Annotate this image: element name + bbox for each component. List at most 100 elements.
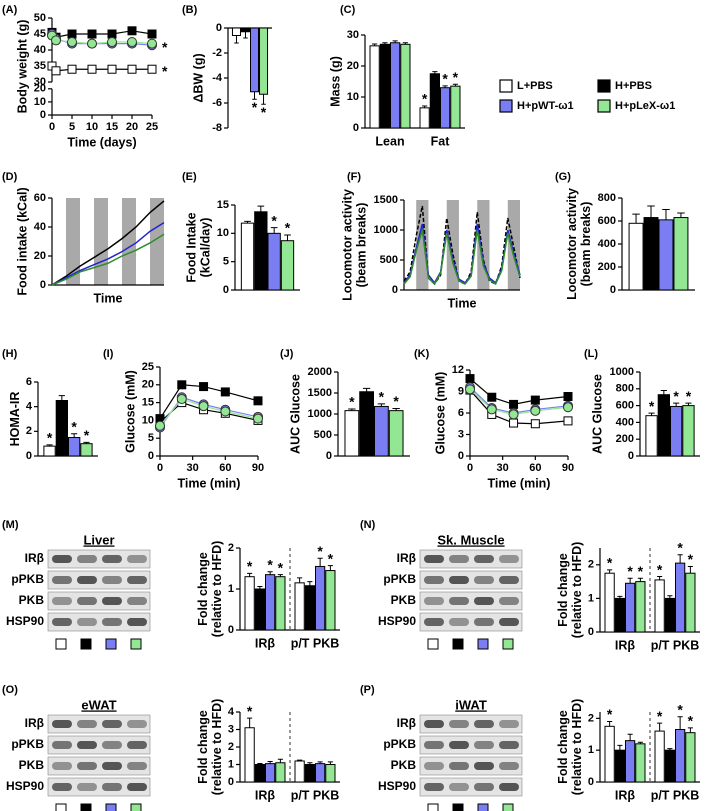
blot-band	[424, 741, 444, 749]
x-tick-label: 0	[49, 121, 55, 133]
blot-row-label: pPKB	[383, 572, 416, 586]
series-line	[51, 200, 165, 286]
marker	[486, 404, 497, 415]
error-bar	[687, 565, 693, 574]
bar	[240, 27, 250, 33]
blot-band	[102, 783, 122, 791]
lane-key	[502, 803, 514, 811]
blot-band	[52, 762, 72, 770]
blot-band	[127, 720, 147, 728]
y-tick-label: 0	[40, 109, 46, 121]
error-bar	[257, 586, 263, 589]
blot-band	[499, 576, 519, 584]
bar	[675, 729, 686, 783]
bar	[670, 405, 683, 457]
significance: *	[393, 393, 399, 409]
bar	[685, 732, 696, 783]
y-tick-label: 10	[142, 414, 154, 426]
bar	[267, 232, 281, 291]
error-bar	[362, 387, 371, 392]
bar	[657, 394, 671, 457]
error-bar	[442, 85, 448, 88]
blot-strip	[47, 777, 151, 797]
panel-label: (G)	[555, 171, 571, 183]
blot-band	[424, 720, 444, 728]
legend-label: H+PBS	[615, 80, 652, 92]
panel-label: (H)	[2, 348, 18, 360]
blot-band	[52, 576, 72, 584]
blot-band	[127, 783, 147, 791]
panel-label: (B)	[182, 4, 198, 16]
blot-row-label: PKB	[19, 758, 45, 772]
y-axis-label: ΔBW (g)	[191, 53, 205, 102]
bar	[654, 579, 665, 633]
y-tick-label: 40	[34, 221, 46, 233]
bar	[265, 574, 276, 631]
significance: *	[271, 212, 277, 228]
y-axis-label: Fold change	[556, 710, 570, 784]
y-axis-label: (beam breaks)	[579, 202, 593, 287]
y-tick-label: 800	[616, 383, 634, 395]
error-bar	[307, 762, 313, 765]
error-bar	[657, 722, 663, 732]
blot-strip	[419, 549, 523, 569]
blot-band	[102, 741, 122, 749]
error-bar	[687, 727, 693, 733]
marker	[530, 405, 541, 416]
blot-row-label: PKB	[19, 593, 45, 607]
error-bar	[382, 42, 388, 45]
error-bar	[327, 761, 333, 765]
error-bar	[46, 444, 53, 447]
blot-band	[127, 762, 147, 770]
y-tick-label: 60	[34, 192, 46, 204]
series-line	[51, 30, 153, 38]
blot-row-label: HSP90	[378, 779, 416, 793]
category-label: Lean	[375, 134, 404, 148]
bar	[675, 562, 686, 633]
x-tick-label: 25	[146, 121, 158, 133]
blot-row-label: PKB	[391, 758, 417, 772]
error-bar	[372, 43, 378, 46]
error-bar	[348, 408, 356, 411]
category-label: p/T PKB	[291, 788, 340, 802]
y-tick-label: 20	[34, 83, 46, 95]
y-tick-label: 0	[216, 22, 222, 34]
x-tick-label: 60	[529, 462, 541, 474]
blot-strip	[419, 612, 523, 632]
error-bar	[677, 212, 685, 218]
bar	[604, 725, 615, 783]
blot-band	[52, 783, 72, 791]
y-tick-label: 200	[598, 261, 616, 273]
error-bar	[58, 395, 65, 401]
blot-strip	[419, 570, 523, 590]
blot-band	[449, 555, 469, 563]
y-tick-label: 12	[452, 364, 464, 376]
marker	[67, 64, 77, 74]
marker	[87, 29, 97, 39]
bar	[429, 73, 440, 129]
y-tick-label: 0	[392, 284, 398, 296]
blot-band	[102, 555, 122, 563]
blot-row-label: IRβ	[25, 716, 44, 730]
bar	[664, 749, 675, 783]
panel-label: (F)	[347, 171, 361, 183]
y-tick-label: 20	[142, 379, 154, 391]
y-axis-label: Food Intake	[184, 212, 198, 282]
bar	[304, 585, 315, 631]
bar	[388, 410, 404, 457]
blot-band	[474, 741, 494, 749]
error-bar	[317, 761, 323, 764]
blot-row-label: IRβ	[397, 551, 416, 565]
blot-band	[499, 555, 519, 563]
y-tick-label: 10	[217, 227, 229, 239]
bar	[374, 405, 389, 457]
bar	[643, 217, 659, 291]
error-bar	[607, 569, 613, 574]
marker	[147, 38, 157, 49]
blot-band	[449, 597, 469, 605]
significance: *	[627, 563, 633, 579]
dark-phase	[477, 200, 490, 290]
marker	[147, 29, 157, 39]
blot-strip	[47, 735, 151, 755]
blot-band	[424, 555, 444, 563]
